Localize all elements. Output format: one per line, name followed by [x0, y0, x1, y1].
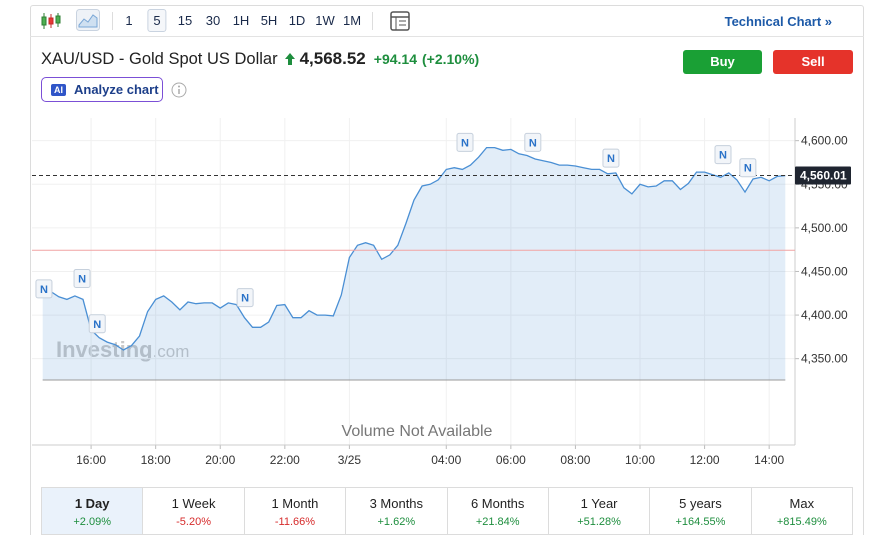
period-change: +2.09% — [73, 516, 111, 528]
period-label: 6 Months — [470, 496, 525, 511]
news-marker[interactable] — [456, 132, 474, 152]
news-marker-label: N — [241, 293, 249, 305]
news-marker[interactable] — [524, 132, 542, 152]
volume-note: Volume Not Available — [342, 423, 493, 440]
period-tab[interactable]: 1 Month -11.66% — [245, 488, 347, 534]
period-tab[interactable]: 6 Months +21.84% — [448, 488, 549, 534]
area-fill — [42, 147, 786, 380]
analyze-label: Analyze chart — [74, 82, 159, 97]
buy-button[interactable]: Buy — [683, 50, 762, 74]
period-change: +1.62% — [377, 516, 416, 528]
x-tick-label: 18:00 — [141, 453, 171, 467]
y-tick-label: 4,400.00 — [801, 308, 848, 322]
current-price-label: 4,560.01 — [800, 169, 847, 183]
x-tick-label: 20:00 — [205, 453, 235, 467]
interval-button[interactable]: 1W — [315, 13, 335, 28]
period-label: Max — [789, 496, 815, 511]
period-tab[interactable]: 1 Year +51.28% — [549, 488, 651, 534]
interval-button[interactable]: 5H — [260, 13, 278, 28]
news-marker-label: N — [719, 150, 727, 162]
period-label: 1 Month — [271, 496, 319, 511]
layout-icon[interactable] — [390, 11, 410, 31]
period-change: +164.55% — [675, 516, 726, 528]
news-marker-label: N — [461, 137, 469, 149]
toolbar-divider — [30, 36, 864, 37]
up-arrow — [284, 53, 295, 65]
news-marker[interactable] — [73, 268, 91, 288]
news-marker-label: N — [529, 137, 537, 149]
separator — [112, 12, 113, 30]
x-tick-label: 14:00 — [754, 453, 784, 467]
period-tab[interactable]: 1 Day +2.09% — [42, 488, 144, 534]
candles-icon[interactable] — [40, 11, 62, 31]
y-tick-label: 4,350.00 — [801, 352, 848, 366]
y-tick-label: 4,500.00 — [801, 221, 848, 235]
period-label: 1 Day — [74, 496, 110, 511]
y-tick-label: 4,450.00 — [801, 264, 848, 278]
period-change: +815.49% — [776, 516, 827, 528]
news-marker[interactable] — [236, 288, 254, 308]
price-line — [42, 146, 786, 351]
period-label: 1 Year — [580, 496, 618, 511]
news-marker-label: N — [744, 163, 752, 175]
interval-button[interactable]: 1 — [125, 13, 133, 28]
x-tick-label: 16:00 — [76, 453, 106, 467]
change-percent: (+2.10%) — [421, 51, 480, 67]
period-label: 3 Months — [369, 496, 424, 511]
period-tab[interactable]: Max +815.49% — [752, 488, 852, 534]
period-change: +51.28% — [577, 516, 621, 528]
news-marker-label: N — [607, 153, 615, 165]
info-icon[interactable] — [171, 82, 187, 98]
news-marker[interactable] — [88, 314, 106, 334]
news-marker[interactable] — [739, 158, 757, 178]
period-change: +21.84% — [475, 516, 520, 528]
period-label: 1 Week — [171, 496, 216, 511]
quote-header: XAU/USD - Gold Spot US Dollar 4,568.52 +… — [41, 49, 479, 69]
y-tick-label: 4,600.00 — [801, 134, 848, 148]
current-price-box — [795, 166, 851, 185]
news-marker[interactable] — [714, 145, 732, 165]
news-marker[interactable] — [602, 148, 620, 168]
news-marker-label: N — [78, 273, 86, 285]
period-tab[interactable]: 1 Week -5.20% — [143, 488, 245, 534]
period-tab[interactable]: 5 years +164.55% — [650, 488, 752, 534]
x-tick-label: 3/25 — [338, 453, 362, 467]
interval-button[interactable]: 15 — [177, 13, 193, 28]
news-marker[interactable] — [35, 279, 53, 299]
analyze-button[interactable]: AI Analyze chart — [41, 77, 163, 102]
price: 4,568.52 — [299, 49, 366, 68]
separator — [372, 12, 373, 30]
period-tabs: 1 Day +2.09% 1 Week -5.20% 1 Month -11.66% 3 M… — [41, 487, 853, 535]
period-change: -5.20% — [176, 516, 211, 528]
x-tick-label: 04:00 — [431, 453, 461, 467]
interval-button[interactable]: 1M — [342, 13, 362, 28]
card — [30, 5, 864, 535]
ai-badge: AI — [51, 83, 66, 96]
interval-button[interactable]: 1H — [232, 13, 250, 28]
x-tick-label: 10:00 — [625, 453, 655, 467]
change: +94.14 — [373, 51, 417, 67]
interval-button[interactable]: 1D — [288, 13, 306, 28]
x-tick-label: 08:00 — [560, 453, 590, 467]
sell-button[interactable]: Sell — [773, 50, 853, 74]
interval-button[interactable]: 5 — [147, 9, 167, 32]
area-icon[interactable] — [76, 9, 100, 31]
watermark-suffix: .com — [153, 342, 190, 361]
period-change: -11.66% — [274, 516, 316, 528]
technical-chart-link[interactable]: Technical Chart » — [724, 14, 832, 29]
x-tick-label: 06:00 — [496, 453, 526, 467]
period-label: 5 years — [679, 496, 722, 511]
news-marker-label: N — [40, 284, 48, 296]
news-marker-label: N — [93, 319, 101, 331]
x-tick-label: 22:00 — [270, 453, 300, 467]
symbol-name: XAU/USD - Gold Spot US Dollar — [41, 49, 278, 68]
interval-button[interactable]: 30 — [205, 13, 221, 28]
x-tick-label: 12:00 — [690, 453, 720, 467]
period-tab[interactable]: 3 Months +1.62% — [346, 488, 448, 534]
